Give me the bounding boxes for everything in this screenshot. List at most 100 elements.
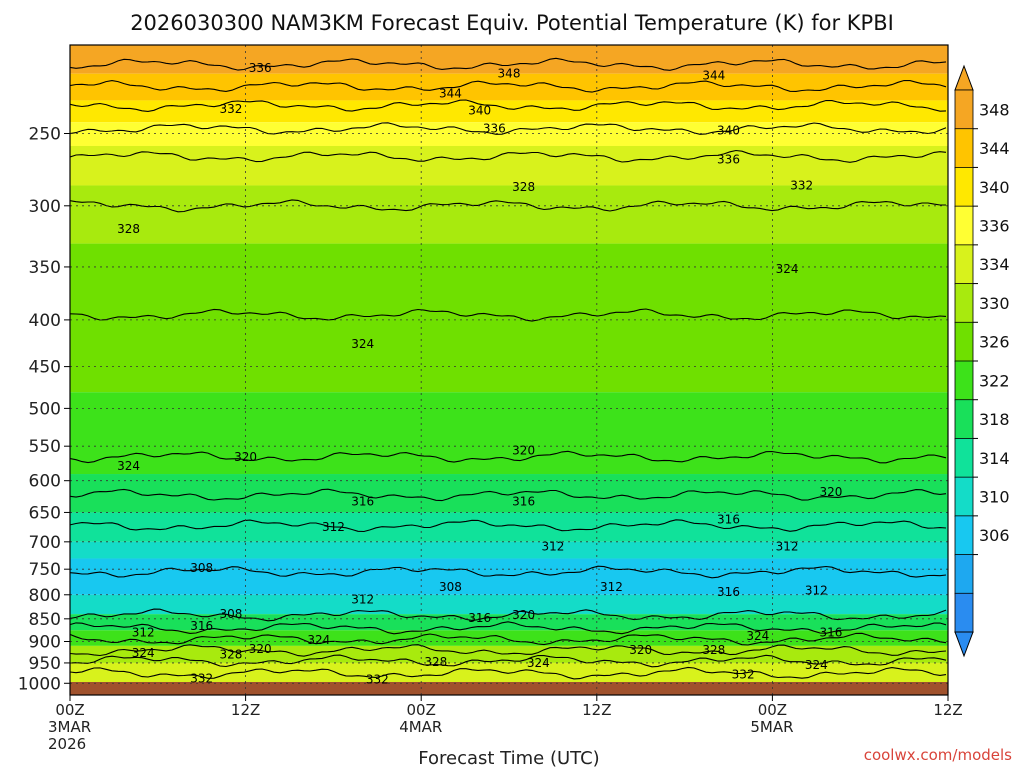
contour-line (70, 199, 946, 213)
contour-label: 332 (190, 671, 213, 685)
y-tick-label: 250 (29, 124, 61, 144)
contour-label: 316 (190, 619, 213, 633)
contour-label: 308 (220, 607, 243, 621)
contour-line (70, 608, 947, 622)
colorbar-tick-label: 348 (979, 100, 1010, 119)
fill-band (70, 243, 948, 393)
colorbar-tick-label: 318 (979, 410, 1010, 429)
colorbar-tick-label: 340 (979, 178, 1010, 197)
contour-line (70, 565, 947, 579)
y-tick-label: 300 (29, 197, 61, 217)
contour-label: 344 (439, 86, 462, 100)
colorbar-tick-label: 322 (979, 371, 1010, 390)
contour-line (70, 79, 947, 93)
contour-label: 324 (351, 337, 374, 351)
contour-label: 332 (220, 102, 243, 116)
contour-label: 328 (512, 180, 535, 194)
x-tick-label: 3MAR (48, 718, 91, 736)
contour-line (70, 644, 947, 657)
y-tick-label: 950 (29, 654, 61, 674)
contour-label: 332 (366, 672, 389, 686)
contour-label: 324 (117, 459, 140, 473)
y-tick-label: 750 (29, 560, 61, 580)
colorbar-tick-label: 330 (979, 294, 1010, 313)
contour-line (70, 122, 947, 135)
y-tick-label: 850 (29, 610, 61, 630)
colorbar-swatch (954, 476, 974, 517)
y-tick-label: 550 (29, 437, 61, 457)
fill-band (70, 100, 948, 123)
x-tick-label: 12Z (933, 701, 962, 719)
contour-line (70, 57, 947, 71)
colorbar-tick-label: 306 (979, 526, 1010, 545)
x-tick-label: 00Z (55, 701, 84, 719)
contour-label: 324 (132, 646, 155, 660)
fill-band (70, 558, 948, 595)
colorbar-bottom-arrow (954, 631, 974, 658)
contour-label: 320 (629, 643, 652, 657)
y-tick-label: 800 (29, 586, 61, 606)
contour-label: 348 (498, 67, 521, 81)
contour-label: 340 (468, 104, 491, 118)
contour-lines (70, 57, 947, 680)
contour-label: 316 (512, 494, 535, 508)
contour-label: 316 (819, 626, 842, 640)
contour-label: 332 (790, 178, 813, 192)
colorbar-tick-label: 310 (979, 488, 1010, 507)
colorbar: 348 344 340 336 334 330 326 322 318 314 310 306 (954, 64, 1010, 658)
colorbar-tick-label: 334 (979, 255, 1010, 274)
colorbar-top-arrow (954, 64, 974, 91)
fill-band (70, 630, 948, 646)
contour-label: 308 (190, 561, 213, 575)
y-axis: 2503003504004505005506006507007508008509… (18, 124, 70, 694)
y-tick-label: 500 (29, 399, 61, 419)
y-tick-label: 650 (29, 503, 61, 523)
contour-line (70, 519, 947, 533)
y-tick-label: 1000 (18, 674, 61, 694)
x-tick-label: 00Z (407, 701, 436, 719)
contour-line (70, 308, 947, 322)
chart-title: 2026030300 NAM3KM Forecast Equiv. Potent… (130, 11, 894, 35)
contour-line (70, 149, 947, 163)
contour-label: 324 (776, 262, 799, 276)
contour-label: 312 (322, 520, 345, 534)
contour-label: 320 (249, 642, 272, 656)
colorbar-swatch (954, 515, 974, 556)
fill-band (70, 145, 948, 186)
colorbar-swatch (954, 360, 974, 401)
contour-label: 328 (117, 222, 140, 236)
contour-label: 336 (249, 61, 272, 75)
contour-label: 320 (512, 608, 535, 622)
fill-band (70, 45, 948, 74)
y-tick-label: 700 (29, 533, 61, 553)
contour-label: 328 (702, 643, 725, 657)
contour-line (70, 488, 947, 502)
x-axis-label: Forecast Time (UTC) (418, 748, 599, 768)
colorbar-tick-label: 336 (979, 217, 1010, 236)
contour-label: 320 (819, 485, 842, 499)
y-tick-label: 450 (29, 358, 61, 378)
contour-label: 316 (717, 585, 740, 599)
x-tick-label: 12Z (231, 701, 260, 719)
contour-label: 320 (234, 450, 257, 464)
contour-labels: 336 348 344 344 340 332 336 340 336 328 332 328 324 3… (117, 61, 842, 686)
y-tick-label: 400 (29, 311, 61, 331)
colorbar-swatch (954, 554, 974, 595)
contour-label: 324 (307, 633, 330, 647)
contour-line (70, 666, 947, 680)
colorbar-swatch (954, 244, 974, 285)
fill-band (70, 541, 948, 559)
colorbar-swatch (954, 283, 974, 324)
fill-band (70, 645, 948, 663)
contour-label: 320 (512, 443, 535, 457)
contour-label: 312 (132, 626, 155, 640)
colorbar-swatch (954, 321, 974, 362)
colorbar-swatch (954, 399, 974, 440)
x-tick-label: 00Z (758, 701, 787, 719)
x-tick-label: 2026 (48, 735, 86, 753)
colorbar-swatch (954, 89, 974, 130)
fill-band (70, 73, 948, 101)
contour-label: 312 (351, 593, 374, 607)
fill-band (70, 512, 948, 542)
